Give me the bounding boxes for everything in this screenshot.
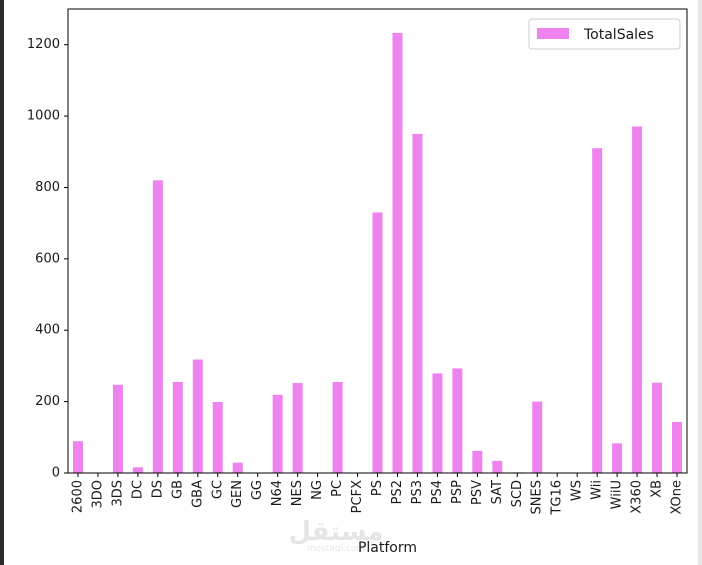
legend: TotalSales: [528, 18, 681, 50]
bar-N64: [272, 394, 283, 473]
x-tick-label: WS: [570, 480, 585, 501]
x-tick-label: PC: [330, 480, 345, 497]
bar-GEN: [232, 462, 243, 473]
watermark-subtext: mostaql.com: [307, 544, 365, 554]
bar-XB: [652, 382, 663, 473]
bar-DC: [132, 467, 143, 473]
window-edge-left: [0, 0, 4, 565]
y-tick-label: 1000: [27, 109, 60, 124]
x-axis: 2600 3DO 3DS DC DS GB GBA GC GEN GG N64 NES NG PC PCFX…: [70, 473, 685, 516]
bar-DS: [152, 180, 163, 474]
bar-PC: [332, 381, 343, 473]
x-tick-label: Wii: [590, 480, 605, 500]
plot-frame: [67, 8, 688, 474]
x-tick-label: GG: [250, 480, 265, 500]
window-edge-right: [698, 0, 702, 565]
bar-PS2: [392, 32, 403, 473]
x-tick-label: 2600: [70, 480, 85, 513]
x-tick-label: XB: [650, 480, 665, 498]
x-tick-label: N64: [270, 480, 285, 506]
x-tick-label: PS3: [410, 480, 425, 504]
bar-GC: [212, 401, 223, 473]
x-tick-label: PCFX: [350, 480, 365, 513]
x-tick-label: DS: [150, 480, 165, 498]
bar-GBA: [192, 359, 203, 473]
bar-SAT: [492, 460, 503, 473]
x-tick-label: PS4: [430, 480, 445, 504]
bar-NES: [292, 383, 303, 473]
bar-Wii: [592, 148, 603, 473]
x-tick-label: PSV: [470, 480, 485, 505]
x-tick-label: NES: [290, 480, 305, 506]
bar-PSP: [452, 368, 463, 473]
x-tick-label: NG: [310, 480, 325, 500]
legend-swatch: [537, 28, 569, 39]
bars-group: [72, 32, 683, 474]
x-tick-label: GEN: [230, 480, 245, 508]
x-tick-label: SAT: [490, 480, 505, 504]
y-axis: 0 200 400 600 800 1000 1200: [27, 37, 68, 481]
x-tick-label: 3DO: [90, 480, 105, 509]
x-tick-label: PS2: [390, 480, 405, 504]
bar-X360: [632, 126, 643, 474]
bar-WiiU: [612, 443, 623, 473]
x-tick-label: SNES: [530, 480, 545, 514]
bar-PS: [372, 212, 383, 473]
x-tick-label: SCD: [510, 480, 525, 507]
legend-label: TotalSales: [583, 27, 654, 43]
bar-PS3: [412, 133, 423, 473]
x-tick-label: TG16: [550, 480, 565, 516]
x-tick-label: PSP: [450, 480, 465, 504]
bar-GB: [172, 381, 183, 473]
y-tick-label: 800: [35, 180, 60, 195]
x-tick-label: WiiU: [610, 480, 625, 509]
x-tick-label: X360: [630, 480, 645, 514]
y-tick-label: 400: [35, 323, 60, 338]
y-tick-label: 0: [52, 466, 60, 481]
bar-PS4: [432, 373, 443, 473]
bar-SNES: [532, 401, 543, 473]
y-tick-label: 1200: [27, 37, 60, 52]
bar-3DS: [112, 384, 123, 473]
x-tick-label: GBA: [190, 480, 205, 508]
x-tick-label: GC: [210, 480, 225, 499]
bar-2600: [72, 441, 83, 473]
x-tick-label: XOne: [670, 480, 685, 515]
bar-PSV: [472, 450, 483, 473]
bar-XOne: [672, 421, 683, 473]
legend-box: [528, 18, 681, 50]
x-tick-label: 3DS: [110, 480, 125, 507]
x-axis-title: Platform: [358, 540, 417, 556]
x-tick-label: PS: [370, 480, 385, 496]
y-tick-label: 600: [35, 251, 60, 266]
y-tick-label: 200: [35, 394, 60, 409]
watermark-logo: مستقل mostaql.com: [288, 517, 383, 554]
x-tick-label: GB: [170, 480, 185, 499]
x-tick-label: DC: [130, 480, 145, 499]
watermark-text: مستقل: [288, 517, 383, 547]
